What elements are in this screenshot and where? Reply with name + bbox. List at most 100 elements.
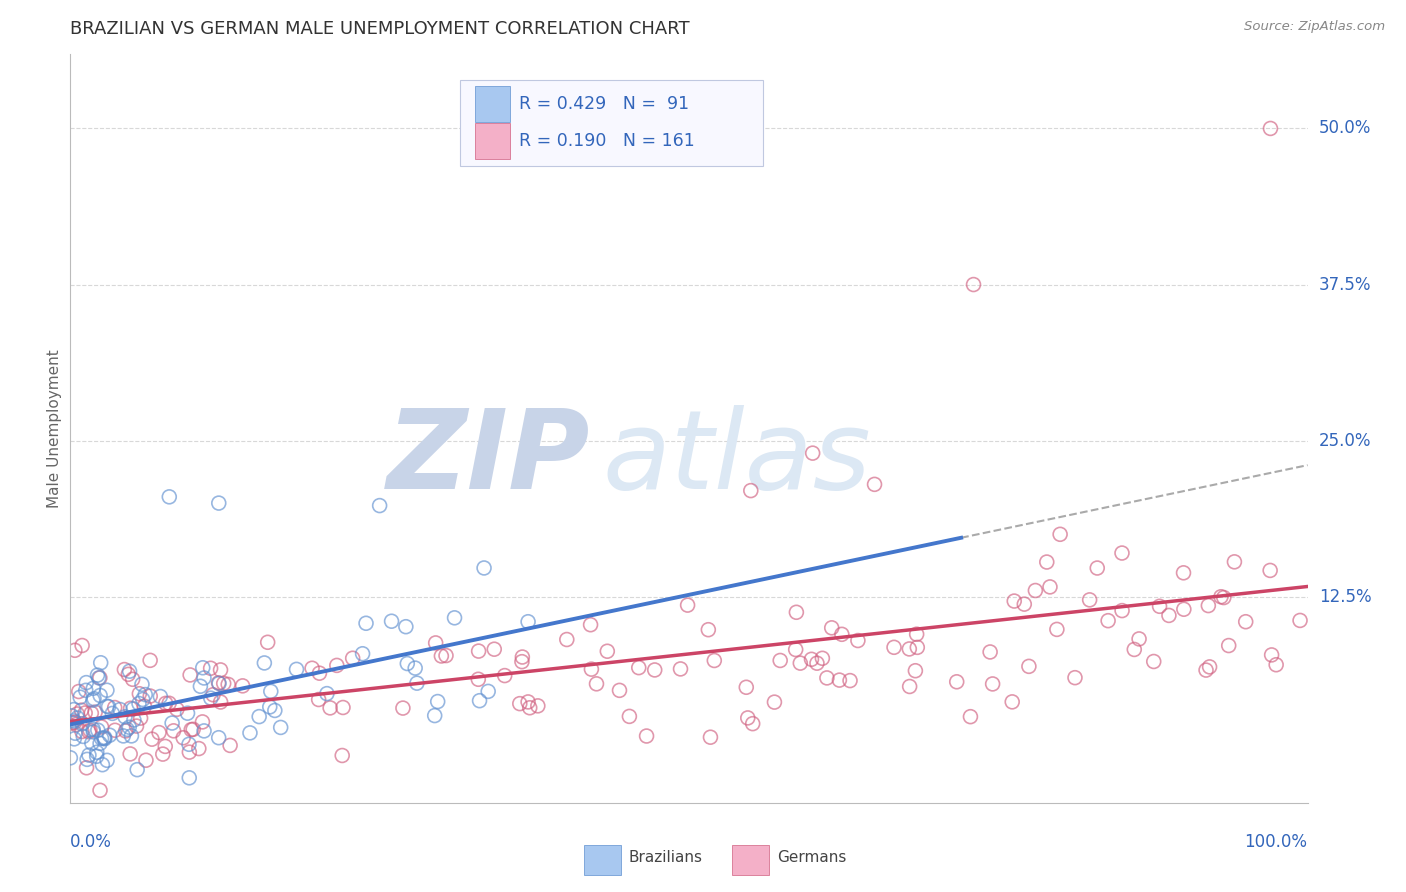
Point (114, 710, 136, 724)
Point (676, 598, 699, 612)
Point (247, 709, 270, 723)
Point (1265, 657, 1288, 672)
Point (117, 667, 139, 681)
Point (396, 657, 419, 671)
Point (596, 644, 619, 658)
Point (627, 660, 650, 674)
Text: 12.5%: 12.5% (1319, 588, 1371, 606)
Point (1049, 527, 1071, 541)
Point (129, 711, 152, 725)
Point (72, 730, 94, 744)
Point (319, 701, 342, 715)
Point (846, 633, 869, 648)
Point (1111, 604, 1133, 618)
Point (89, 689, 111, 703)
Point (131, 677, 153, 691)
Point (737, 711, 759, 725)
Point (155, 697, 177, 711)
Point (443, 611, 465, 625)
Point (96, 753, 118, 767)
Text: Germans: Germans (776, 850, 846, 865)
Point (135, 753, 157, 767)
Point (207, 676, 229, 690)
Point (128, 697, 150, 711)
Point (519, 700, 541, 714)
Point (121, 673, 143, 687)
Point (93, 731, 115, 746)
Point (166, 702, 188, 716)
Point (101, 706, 124, 721)
Point (122, 713, 145, 727)
Point (368, 499, 391, 513)
Point (806, 656, 828, 670)
Point (1128, 632, 1150, 646)
Point (90, 731, 112, 746)
Point (1157, 608, 1180, 623)
Point (484, 642, 506, 657)
Point (354, 616, 377, 631)
Point (191, 714, 214, 729)
Point (179, 771, 201, 785)
Point (1234, 615, 1257, 629)
Point (811, 651, 834, 665)
Point (1078, 592, 1101, 607)
Point (1002, 594, 1025, 608)
Point (76, 752, 98, 766)
Point (66, 706, 89, 721)
Point (619, 709, 641, 723)
Point (108, 702, 131, 716)
Point (193, 671, 215, 685)
Point (219, 739, 242, 753)
Point (86, 749, 108, 764)
Point (332, 700, 354, 714)
Point (90, 720, 112, 734)
Point (76, 761, 98, 775)
Point (585, 677, 607, 691)
Point (191, 661, 214, 675)
Point (77, 748, 100, 763)
Point (120, 747, 142, 761)
Text: 100.0%: 100.0% (1244, 833, 1308, 851)
Point (785, 642, 807, 657)
Text: R = 0.429   N =  91: R = 0.429 N = 91 (519, 95, 689, 113)
Point (285, 662, 308, 676)
Point (905, 627, 928, 641)
Point (87, 723, 110, 738)
Point (517, 695, 540, 709)
Point (132, 692, 155, 706)
Point (187, 741, 209, 756)
Point (821, 621, 844, 635)
Point (80, 706, 103, 720)
Point (1085, 561, 1108, 575)
Point (467, 673, 489, 687)
Point (494, 668, 516, 682)
Point (669, 662, 692, 676)
Point (82, 723, 104, 737)
Point (1064, 671, 1087, 685)
Point (91, 757, 114, 772)
Point (828, 673, 851, 687)
Point (83, 691, 105, 706)
Point (352, 647, 374, 661)
Point (979, 645, 1001, 659)
Point (122, 702, 145, 716)
Point (127, 763, 149, 777)
Text: Brazilians: Brazilians (628, 850, 703, 865)
Point (181, 723, 204, 737)
Point (200, 691, 222, 706)
Point (63, 731, 86, 746)
Point (139, 653, 162, 667)
Point (176, 706, 198, 721)
Point (96, 699, 118, 714)
Y-axis label: Male Unemployment: Male Unemployment (46, 349, 62, 508)
Point (120, 701, 142, 715)
Point (86, 745, 108, 759)
Point (697, 623, 720, 637)
Point (65, 717, 87, 731)
Point (517, 615, 540, 629)
Text: 37.5%: 37.5% (1319, 276, 1371, 293)
Point (962, 277, 984, 292)
Point (62, 703, 84, 717)
Point (406, 676, 429, 690)
Point (152, 747, 174, 761)
